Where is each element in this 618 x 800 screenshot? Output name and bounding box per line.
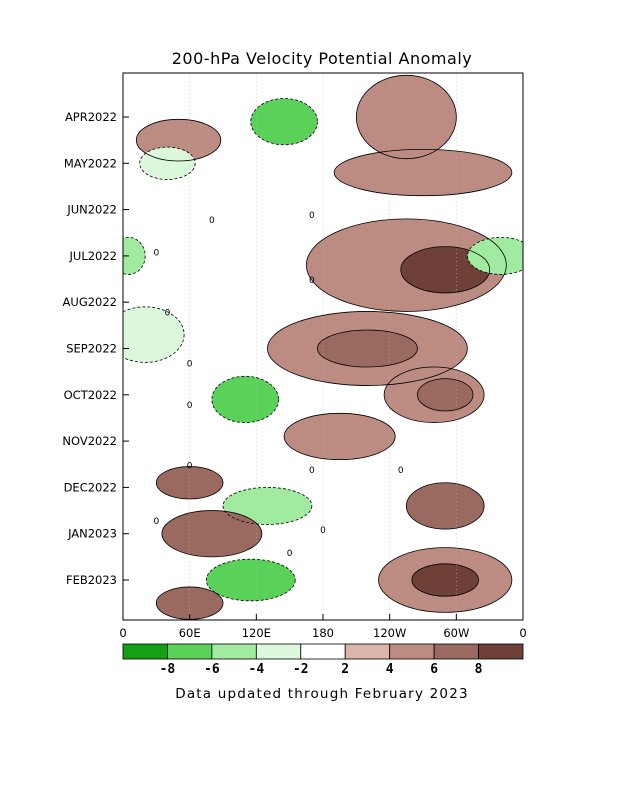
colorbar-label: -6	[204, 662, 220, 677]
zero-contour-label: 0	[187, 359, 193, 369]
anomaly-region	[123, 306, 185, 363]
y-tick-label: NOV2022	[62, 434, 117, 448]
zero-contour-label: 0	[320, 526, 326, 536]
contour-line	[155, 466, 224, 500]
chart-title: 200-hPa Velocity Potential Anomaly	[172, 49, 472, 68]
zero-contour-labels: 0 0 0 0 0 0 0 0 0 0 0 0 0	[153, 211, 403, 559]
colorbar-label: 2	[341, 662, 349, 677]
anomaly-region	[206, 559, 296, 601]
anomaly-region	[156, 586, 223, 620]
x-axis: 0 60E 120E 180 120W 60W 0	[119, 614, 527, 640]
zero-contour-label: 0	[287, 549, 293, 559]
anomaly-region	[284, 413, 396, 460]
y-tick-label: APR2022	[65, 110, 117, 124]
y-tick-label: OCT2022	[64, 388, 117, 402]
colorbar-label: -8	[160, 662, 176, 677]
contour-lines	[123, 73, 523, 620]
contour-line	[139, 146, 196, 180]
zero-contour-label: 0	[153, 517, 159, 527]
colorbar-swatch	[211, 643, 257, 660]
colorbar-label: 8	[475, 662, 483, 677]
contour-line	[123, 236, 146, 275]
contour-line	[411, 563, 479, 597]
y-tick-label: MAY2022	[64, 156, 117, 170]
anomaly-region	[161, 510, 262, 557]
contour-line	[123, 306, 185, 363]
zero-contour-label: 0	[153, 248, 159, 258]
contour-line	[222, 487, 313, 525]
x-tick-label: 120E	[242, 626, 271, 640]
anomaly-region	[317, 329, 418, 368]
y-tick-label: JUL2022	[69, 249, 117, 263]
colorbar-label: -2	[293, 662, 309, 677]
y-axis: APR2022 MAY2022 JUN2022 JUL2022 AUG2022 SEP20…	[62, 110, 129, 587]
x-tick-label: 60W	[443, 626, 469, 640]
zero-contour-label: 0	[309, 466, 315, 476]
zero-contour-label: 0	[165, 308, 171, 318]
colorbar-swatch	[167, 643, 213, 660]
anomaly-region	[250, 98, 318, 145]
plot-area: 0 0 0 0 0 0 0 0 0 0 0 0 0	[122, 72, 524, 621]
y-tick-label: FEB2023	[66, 573, 117, 587]
x-tick-label: 0	[519, 626, 526, 640]
anomaly-region	[223, 487, 312, 525]
anomaly-region	[211, 376, 279, 423]
colorbar-swatch	[255, 643, 302, 660]
contour-line	[405, 482, 485, 530]
contour-line	[417, 378, 474, 412]
contour-line	[211, 375, 279, 423]
colorbar-swatch	[433, 643, 479, 660]
y-tick-label: JUN2022	[66, 203, 117, 217]
anomaly-region	[334, 149, 512, 196]
y-tick-label: AUG2022	[63, 295, 117, 309]
footer-note: Data updated through February 2023	[175, 686, 469, 702]
anomaly-region	[411, 563, 479, 597]
anomaly-region	[139, 147, 196, 180]
anomaly-region	[467, 237, 523, 275]
contour-line	[283, 412, 396, 461]
colorbar-label: 4	[386, 662, 394, 677]
contour-line	[317, 329, 418, 368]
colorbar-swatch	[344, 643, 391, 660]
colorbar-swatch	[478, 643, 524, 660]
contour-line	[378, 547, 513, 613]
x-tick-label: 60E	[179, 626, 201, 640]
x-tick-label: 0	[119, 626, 126, 640]
zero-contour-label: 0	[398, 466, 404, 476]
colorbar-label: -4	[249, 662, 265, 677]
colorbar-swatch	[300, 643, 346, 660]
zero-contour-label: 0	[309, 276, 315, 286]
contour-line	[135, 118, 222, 162]
y-tick-label: DEC2022	[64, 480, 117, 494]
anomaly-region	[406, 482, 485, 530]
contour-line	[267, 311, 468, 386]
zero-contour-label: 0	[209, 216, 215, 226]
anomaly-region	[156, 466, 223, 499]
contour-line	[305, 218, 507, 312]
colorbar: -8 -6 -4 -2 2 4 6 8	[122, 643, 524, 677]
anomaly-region	[417, 378, 473, 412]
contour-line	[250, 98, 318, 146]
contour-line	[400, 246, 491, 294]
zero-contour-label: 0	[309, 211, 315, 221]
contour-line	[467, 236, 523, 275]
x-tick-label: 180	[312, 626, 334, 640]
contour-line	[355, 74, 457, 160]
colorbar-label: 6	[430, 662, 438, 677]
y-tick-label: JAN2023	[67, 527, 117, 541]
x-tick-label: 120W	[373, 626, 406, 640]
contour-line	[383, 366, 485, 423]
zero-contour-label: 0	[187, 461, 193, 471]
contour-line	[333, 149, 513, 197]
contour-line	[161, 510, 263, 558]
colorbar-swatch	[389, 643, 435, 660]
contour-line	[205, 558, 296, 602]
anomaly-region	[356, 75, 457, 159]
y-tick-label: SEP2022	[66, 342, 117, 356]
zero-contour-label: 0	[187, 401, 193, 411]
anomaly-region	[123, 237, 146, 275]
colorbar-swatch	[122, 643, 168, 660]
